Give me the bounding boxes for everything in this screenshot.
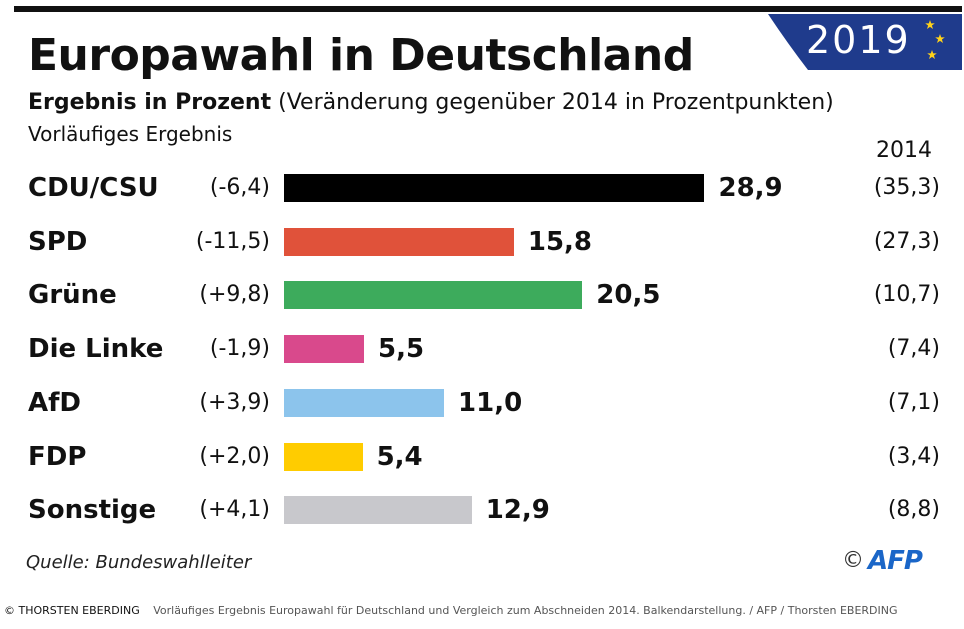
eu-stars-icon	[925, 20, 945, 59]
bar	[284, 496, 472, 525]
change-label: (-11,5)	[195, 228, 270, 254]
previous-2014-label: (3,4)	[887, 443, 940, 469]
value-label: 5,4	[376, 441, 423, 472]
bar	[284, 442, 363, 471]
column-header-2014: 2014	[876, 138, 932, 163]
bar	[284, 388, 445, 417]
subtitle-bold: Ergebnis in Prozent	[28, 90, 272, 115]
subtitle-rest: (Veränderung gegenüber 2014 in Prozentpu…	[278, 90, 834, 115]
party-label: Grüne	[28, 280, 117, 311]
caption-text: Vorläufiges Ergebnis Europawahl für Deut…	[153, 604, 898, 617]
bar	[284, 281, 583, 310]
image-caption: © THORSTEN EBERDING Vorläufiges Ergebnis…	[4, 604, 898, 617]
chart-row: Sonstige (+4,1) 12,9 (8,8)	[0, 492, 964, 532]
chart-row: SPD (-11,5) 15,8 (27,3)	[0, 224, 964, 264]
change-label: (-1,9)	[209, 336, 270, 362]
value-label: 20,5	[596, 280, 661, 311]
bar	[284, 335, 365, 364]
value-label: 11,0	[458, 387, 523, 418]
change-label: (-6,4)	[209, 175, 270, 200]
previous-2014-label: (27,3)	[873, 228, 940, 254]
party-label: CDU/CSU	[28, 173, 159, 203]
source-note: Quelle: Bundeswahlleiter	[26, 552, 252, 573]
party-label: SPD	[28, 226, 88, 257]
change-label: (+3,9)	[199, 389, 270, 415]
chart-row: Grüne (+9,8) 20,5 (10,7)	[0, 277, 964, 317]
chart-subtitle: Ergebnis in Prozent (Veränderung gegenüb…	[28, 90, 834, 115]
bar	[284, 174, 705, 202]
previous-2014-label: (7,1)	[887, 389, 940, 415]
party-label: AfD	[28, 387, 82, 418]
change-label: (+9,8)	[199, 282, 270, 308]
party-label: Sonstige	[28, 495, 157, 526]
value-label: 12,9	[485, 495, 550, 526]
bar	[284, 227, 514, 256]
previous-2014-label: (10,7)	[873, 282, 940, 308]
agency-name: AFP	[868, 546, 923, 576]
copyright-symbol: ©	[842, 548, 864, 573]
year-badge: 2019	[768, 14, 962, 70]
party-label: FDP	[28, 441, 87, 472]
change-label: (+4,1)	[199, 497, 270, 523]
chart-row: CDU/CSU (-6,4) 28,9 (35,3)	[0, 170, 964, 210]
value-label: 15,8	[527, 226, 593, 257]
caption-credit: © THORSTEN EBERDING	[4, 604, 140, 617]
previous-2014-label: (7,4)	[887, 336, 940, 362]
preliminary-note: Vorläufiges Ergebnis	[28, 122, 233, 146]
eu-flag-badge-shape	[768, 14, 962, 70]
previous-2014-label: (8,8)	[887, 497, 940, 523]
chart-row: FDP (+2,0) 5,4 (3,4)	[0, 439, 964, 479]
value-label: 5,5	[378, 334, 425, 365]
change-label: (+2,0)	[199, 443, 270, 469]
value-label: 28,9	[718, 173, 783, 203]
badge-year: 2019	[806, 18, 911, 62]
previous-2014-label: (35,3)	[873, 175, 940, 200]
party-label: Die Linke	[28, 334, 164, 365]
chart-title: Europawahl in Deutschland	[28, 30, 694, 81]
chart-row: AfD (+3,9) 11,0 (7,1)	[0, 385, 964, 425]
chart-row: Die Linke (-1,9) 5,5 (7,4)	[0, 331, 964, 371]
